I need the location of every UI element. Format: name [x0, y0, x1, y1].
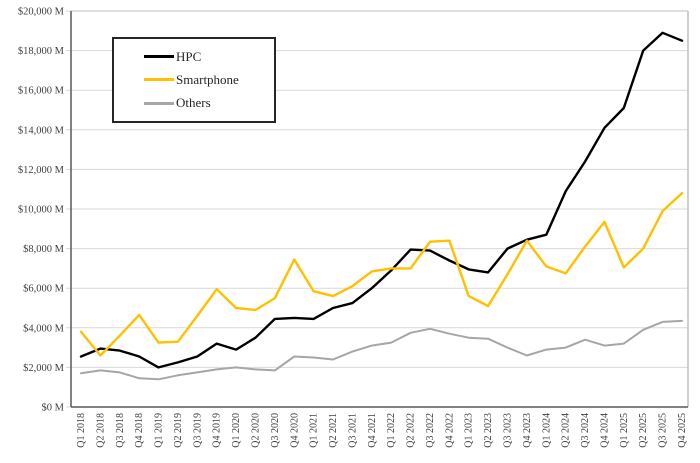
x-axis-label: Q4 2019	[212, 413, 223, 448]
x-axis-label: Q4 2020	[289, 413, 300, 448]
series-line-smartphone	[79, 191, 684, 357]
x-axis-label: Q4 2022	[444, 413, 455, 448]
x-axis-label: Q1 2018	[76, 413, 87, 448]
series-line-others	[80, 319, 683, 381]
x-axis-label: Q3 2018	[115, 413, 126, 448]
x-axis-label: Q3 2019	[192, 413, 203, 448]
y-axis-label: $2,000 M	[23, 363, 65, 374]
legend-item-hpc[interactable]: HPC	[144, 48, 274, 66]
legend-label-hpc: HPC	[176, 48, 202, 64]
x-axis-label: Q1 2021	[309, 413, 320, 448]
x-axis-label: Q1 2019	[154, 413, 165, 448]
x-axis-label: Q2 2018	[95, 413, 106, 448]
x-axis-label: Q1 2025	[619, 413, 630, 448]
x-axis-label: Q3 2023	[503, 413, 514, 448]
x-axis-label: Q2 2025	[638, 413, 649, 448]
x-axis-label: Q3 2024	[580, 413, 591, 448]
x-axis-label: Q4 2023	[522, 413, 533, 448]
y-axis-label: $20,000 M	[18, 7, 65, 18]
x-axis-label: Q4 2024	[599, 413, 610, 448]
x-axis-label: Q4 2025	[677, 413, 688, 448]
x-axis-label: Q1 2020	[231, 413, 242, 448]
x-axis-label: Q2 2020	[250, 413, 261, 448]
y-axis-label: $12,000 M	[18, 165, 65, 176]
hpc-line-swatch	[144, 55, 174, 59]
x-axis-label: Q3 2021	[347, 413, 358, 448]
legend-item-smartphone[interactable]: Smartphone	[144, 71, 274, 89]
y-axis-label: $10,000 M	[18, 205, 65, 216]
x-axis-label: Q2 2023	[483, 413, 494, 448]
others-line-swatch	[144, 101, 174, 105]
legend-label-smartphone: Smartphone	[176, 71, 239, 87]
x-axis-label: Q2 2019	[173, 413, 184, 448]
x-axis-label: Q4 2018	[134, 413, 145, 448]
x-axis-label: Q2 2022	[406, 413, 417, 448]
y-axis-label: $4,000 M	[23, 323, 65, 334]
legend-label-others: Others	[176, 95, 211, 111]
y-axis-label: $18,000 M	[18, 46, 65, 57]
x-axis-label: Q3 2025	[658, 413, 669, 448]
x-axis-label: Q2 2024	[561, 413, 572, 448]
x-axis-label: Q1 2024	[541, 413, 552, 448]
x-axis-label: Q3 2022	[425, 413, 436, 448]
legend-item-others[interactable]: Others	[144, 94, 274, 112]
x-axis-label: Q2 2021	[328, 413, 339, 448]
y-axis-label: $14,000 M	[18, 125, 65, 136]
legend: HPC Smartphone Others	[112, 37, 276, 123]
y-axis-label: $16,000 M	[18, 86, 65, 97]
x-axis-label: Q1 2022	[386, 413, 397, 448]
smartphone-line-swatch	[144, 78, 174, 82]
series-line-hpc	[79, 31, 684, 369]
x-axis-label: Q1 2023	[464, 413, 475, 448]
y-axis-label: $8,000 M	[23, 244, 65, 255]
y-axis-label: $6,000 M	[23, 284, 65, 295]
x-axis-label: Q4 2021	[367, 413, 378, 448]
x-axis-label: Q3 2020	[270, 413, 281, 448]
y-axis-label: $0 M	[42, 403, 65, 414]
